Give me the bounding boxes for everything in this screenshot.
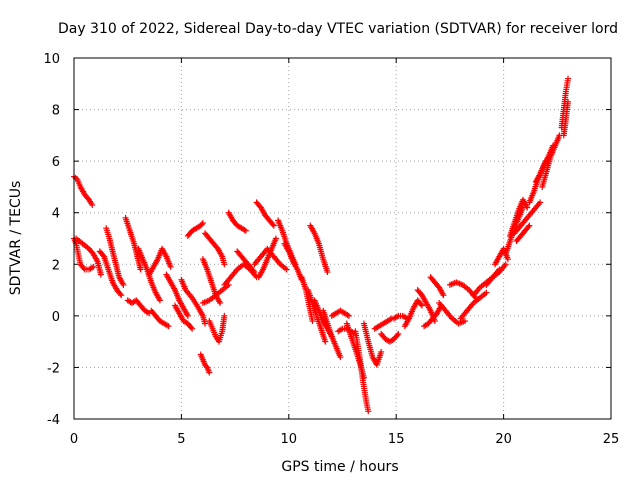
- data-series-arc-13: [178, 276, 209, 327]
- data-series-arc-12: [171, 302, 196, 332]
- data-series-arc-2: [71, 235, 97, 273]
- data-series-arc-4: [96, 248, 125, 299]
- data-series-arc-36: [352, 328, 372, 415]
- data-series-arc-57: [539, 132, 563, 190]
- x-axis-label: GPS time / hours: [281, 459, 398, 475]
- data-series-arc-7: [124, 297, 153, 317]
- y-tick-label: 6: [52, 155, 60, 170]
- data-series-arc-1: [71, 173, 96, 208]
- data-series-arc-15: [197, 351, 213, 376]
- ticks-layer: 0 5 10 15 20 25 -4 -2 0 2 4 6 8 10: [43, 52, 619, 447]
- data-series-arc-6: [122, 214, 144, 273]
- data-series-arc-39: [378, 330, 402, 345]
- x-tick-label: 20: [495, 432, 512, 447]
- chart-title: Day 310 of 2022, Sidereal Day-to-day VTE…: [58, 21, 618, 37]
- data-series-arc-38: [371, 315, 395, 332]
- y-tick-label: 2: [52, 258, 60, 273]
- data-series-arc-21: [225, 209, 249, 234]
- data-series-arc-54: [513, 222, 533, 245]
- data-series-arc-18: [206, 312, 228, 345]
- x-tick-label: 10: [281, 432, 298, 447]
- data-series-arc-23: [253, 199, 277, 229]
- y-tick-label: -4: [47, 413, 60, 428]
- y-tick-label: 10: [43, 52, 60, 67]
- data-series-arc-52: [507, 196, 531, 239]
- y-tick-label: 0: [52, 310, 60, 325]
- y-tick-label: -2: [47, 361, 60, 376]
- data-series-arc-5: [103, 225, 127, 288]
- data-series-arc-59: [560, 98, 572, 139]
- data-series-arc-29: [307, 222, 331, 276]
- x-tick-label: 5: [177, 432, 185, 447]
- data-points-layer: [71, 75, 572, 415]
- data-series-arc-30: [305, 287, 329, 345]
- y-tick-label: 8: [52, 104, 60, 119]
- data-series-arc-45: [436, 299, 468, 327]
- data-series-arc-53: [511, 199, 544, 237]
- x-tick-label: 15: [388, 432, 405, 447]
- grid-layer: [74, 58, 611, 419]
- data-series-arc-49: [483, 261, 509, 288]
- data-series-arc-46: [446, 279, 479, 301]
- data-series-arc-41: [401, 297, 425, 330]
- y-axis-label: SDTVAR / TECUs: [8, 181, 24, 296]
- x-tick-label: 25: [603, 432, 620, 447]
- data-series-arc-9: [146, 245, 174, 278]
- data-series-arc-44: [427, 274, 447, 299]
- data-series-arc-47: [457, 289, 490, 322]
- data-series-arc-25: [255, 235, 279, 281]
- plot-area-frame: [73, 57, 612, 420]
- y-tick-label: 4: [52, 207, 60, 222]
- data-series-arc-42: [414, 287, 438, 325]
- data-series-arc-3: [73, 235, 104, 278]
- x-tick-label: 0: [70, 432, 78, 447]
- data-series-arc-11: [163, 271, 191, 319]
- data-series-arc-22: [234, 248, 258, 276]
- data-series-arc-33: [328, 307, 352, 319]
- data-series-arc-10: [148, 307, 172, 330]
- data-series-arc-14: [184, 220, 206, 239]
- data-series-arc-37: [360, 320, 385, 368]
- data-series-arc-27: [281, 240, 305, 283]
- data-series-arc-19: [199, 281, 232, 306]
- data-series-arc-17: [202, 230, 228, 268]
- data-series-arc-32: [320, 307, 344, 361]
